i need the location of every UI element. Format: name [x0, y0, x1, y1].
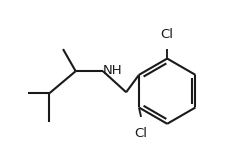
- Text: Cl: Cl: [161, 28, 174, 41]
- Text: NH: NH: [103, 64, 123, 77]
- Text: Cl: Cl: [135, 127, 148, 140]
